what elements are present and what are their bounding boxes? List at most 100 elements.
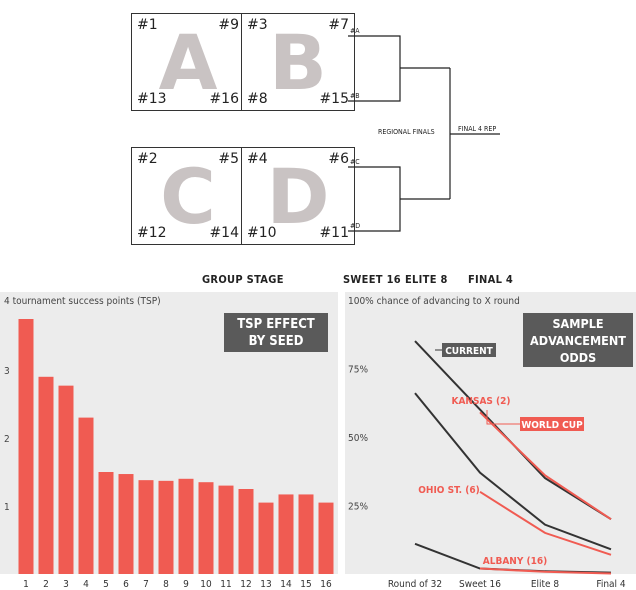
odds-title-line-3: ODDS bbox=[559, 350, 597, 365]
odds-y-axis-label: 100% chance of advancing to X round bbox=[348, 296, 520, 307]
group-c-seed-tl: #2 bbox=[137, 151, 158, 167]
group-c-seed-bl: #12 bbox=[137, 225, 167, 241]
ohio-st-label: OHIO ST. (6) bbox=[418, 485, 479, 496]
tsp-x-tick-label: 8 bbox=[163, 579, 169, 590]
group-b-seed-br: #15 bbox=[319, 91, 349, 107]
tsp-bar-seed-15 bbox=[298, 494, 314, 574]
odds-title-line-2: ADVANCEMENT bbox=[530, 333, 626, 348]
tsp-bar-seed-11 bbox=[218, 485, 234, 574]
group-a-seed-br: #16 bbox=[209, 91, 239, 107]
tsp-x-tick-label: 14 bbox=[280, 579, 292, 590]
group-b-letter: B bbox=[269, 18, 327, 107]
current-label-bg bbox=[442, 343, 496, 357]
tsp-bar-seed-2 bbox=[38, 376, 54, 574]
odds-x-tick-label: Round of 32 bbox=[388, 579, 442, 590]
tsp-bar-seed-13 bbox=[258, 502, 274, 574]
odds-series-line-4 bbox=[479, 490, 612, 556]
regional-finals-label: REGIONAL FINALS bbox=[378, 128, 435, 136]
group-c-letter: C bbox=[160, 152, 216, 241]
tsp-x-tick-label: 13 bbox=[260, 579, 271, 590]
bracket-slot-a: #A bbox=[350, 27, 360, 35]
group-a-box: A #1 #9 #13 #16 bbox=[131, 13, 245, 111]
tsp-y-tick-label: 1 bbox=[4, 502, 10, 513]
odds-series-line-5 bbox=[479, 567, 612, 575]
group-c-box: C #2 #5 #12 #14 bbox=[131, 147, 245, 245]
tsp-x-tick-label: 3 bbox=[63, 579, 69, 590]
group-b-seed-tr: #7 bbox=[328, 17, 349, 33]
tsp-x-tick-label: 9 bbox=[183, 579, 189, 590]
tsp-x-tick-label: 12 bbox=[240, 579, 251, 590]
odds-x-tick-label: Final 4 bbox=[596, 579, 626, 590]
tsp-y-axis-label: 4 tournament success points (TSP) bbox=[4, 296, 161, 307]
odds-x-tick-label: Sweet 16 bbox=[459, 579, 501, 590]
group-b-seed-tl: #3 bbox=[247, 17, 268, 33]
tsp-chart-title: TSP EFFECT BY SEED bbox=[224, 313, 328, 352]
tsp-x-tick-label: 6 bbox=[123, 579, 129, 590]
tsp-x-tick-label: 7 bbox=[143, 579, 149, 590]
tsp-bar-seed-9 bbox=[178, 478, 194, 574]
stage-final4-label: FINAL 4 bbox=[468, 273, 514, 286]
odds-x-tick-label: Elite 8 bbox=[531, 579, 560, 590]
bracket-slot-b: #B bbox=[350, 92, 360, 100]
tsp-bar-seed-14 bbox=[278, 494, 294, 574]
group-d-seed-tl: #4 bbox=[247, 151, 268, 167]
group-a-seed-tl: #1 bbox=[137, 17, 158, 33]
tsp-bar-seed-3 bbox=[58, 385, 74, 574]
odds-y-tick-label: 50% bbox=[348, 433, 368, 444]
tsp-y-tick-label: 2 bbox=[4, 434, 10, 445]
group-d-seed-bl: #10 bbox=[247, 225, 277, 241]
tsp-bar-seed-8 bbox=[158, 480, 174, 574]
world-cup-label-bg bbox=[520, 417, 584, 431]
tsp-title-line-2: BY SEED bbox=[248, 334, 304, 349]
tsp-x-tick-label: 5 bbox=[103, 579, 109, 590]
odds-y-tick-label: 75% bbox=[348, 365, 368, 376]
odds-line-chart: 100% chance of advancing to X round 25% 5… bbox=[348, 296, 626, 590]
tsp-title-line-1: TSP EFFECT bbox=[237, 317, 315, 332]
group-d-seed-tr: #6 bbox=[328, 151, 349, 167]
stage-group-label: GROUP STAGE bbox=[202, 273, 284, 286]
bracket-slot-c: #C bbox=[350, 158, 360, 166]
group-c-seed-tr: #5 bbox=[218, 151, 239, 167]
tsp-bar-seed-16 bbox=[318, 502, 334, 574]
group-b-box: B #3 #7 #8 #15 bbox=[241, 13, 355, 111]
tsp-x-tick-label: 15 bbox=[300, 579, 311, 590]
bracket-slot-d: #D bbox=[350, 222, 360, 230]
stage-sweet16-label: SWEET 16 bbox=[343, 273, 401, 286]
group-a-letter: A bbox=[158, 18, 218, 107]
world-cup-leader-line bbox=[486, 410, 520, 425]
world-cup-label: WORLD CUP bbox=[521, 420, 583, 431]
albany-label: ALBANY (16) bbox=[483, 556, 547, 567]
tsp-y-tick-label: 3 bbox=[4, 366, 10, 377]
tsp-bar-seed-12 bbox=[238, 489, 254, 574]
stage-elite8-label: ELITE 8 bbox=[405, 273, 448, 286]
odds-title-line-1: SAMPLE bbox=[552, 316, 604, 331]
odds-series-line-1 bbox=[414, 392, 612, 551]
odds-chart-title: SAMPLE ADVANCEMENT ODDS bbox=[523, 313, 633, 367]
group-d-letter: D bbox=[266, 152, 330, 241]
bracket-diagram: #A #B #C #D REGIONAL FINALS FINAL 4 REP bbox=[348, 27, 500, 232]
group-d-seed-br: #11 bbox=[319, 225, 349, 241]
group-d-box: D #4 #6 #10 #11 bbox=[241, 147, 355, 245]
kansas-label: KANSAS (2) bbox=[452, 396, 511, 407]
tsp-x-tick-label: 10 bbox=[200, 579, 212, 590]
current-label: CURRENT bbox=[445, 346, 493, 357]
group-a-seed-tr: #9 bbox=[218, 17, 239, 33]
tsp-x-tick-label: 4 bbox=[83, 579, 89, 590]
group-a-seed-bl: #13 bbox=[137, 91, 167, 107]
tsp-bar-seed-10 bbox=[198, 482, 214, 574]
tsp-x-tick-label: 11 bbox=[220, 579, 231, 590]
tsp-bar-seed-1 bbox=[18, 319, 34, 574]
final4-rep-label: FINAL 4 REP bbox=[458, 125, 496, 133]
group-b-seed-bl: #8 bbox=[247, 91, 268, 107]
tsp-bar-seed-5 bbox=[98, 472, 114, 574]
tsp-x-tick-label: 1 bbox=[23, 579, 29, 590]
odds-series-line-3 bbox=[479, 411, 612, 521]
tsp-x-tick-label: 2 bbox=[43, 579, 49, 590]
group-c-seed-br: #14 bbox=[209, 225, 239, 241]
tsp-bar-seed-7 bbox=[138, 480, 154, 574]
tsp-x-tick-label: 16 bbox=[320, 579, 332, 590]
tsp-bar-seed-4 bbox=[78, 417, 94, 574]
odds-y-tick-label: 25% bbox=[348, 502, 368, 513]
tsp-bar-seed-6 bbox=[118, 474, 134, 574]
